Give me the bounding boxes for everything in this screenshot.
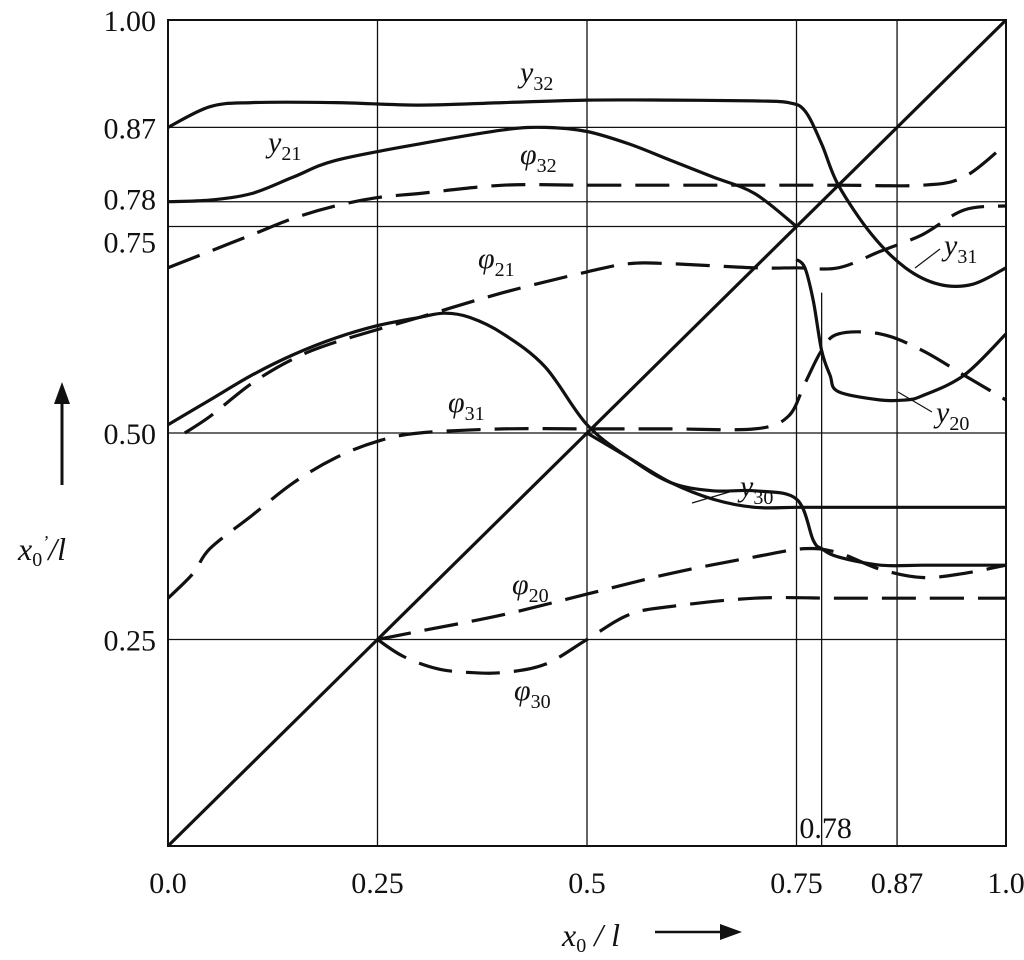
y-tick-label: 0.87 [104, 112, 157, 145]
series-line [377, 546, 1007, 642]
y-tick-label: 1.00 [104, 5, 157, 38]
series-label: y21 [265, 126, 301, 165]
y-axis-arrow-head [54, 382, 70, 404]
series-line [795, 258, 1008, 403]
y-axis-title: x0’/l [17, 531, 66, 571]
series-line [167, 142, 1008, 270]
y-tick-label: 0.25 [104, 625, 157, 658]
series-label: φ20 [512, 568, 549, 607]
series-line [586, 431, 1006, 510]
series-label: y30 [737, 470, 773, 509]
series-line [376, 595, 1006, 675]
y-axis-title-group: x0’/l [17, 382, 70, 571]
curve-labels: y32 y21 φ32 φ21 y31 y20 φ31 y30 φ20 φ30 [265, 56, 977, 713]
label-leader [897, 391, 933, 413]
series-label: y32 [517, 56, 553, 95]
y-tick-label: 0.78 [104, 184, 157, 217]
x-tick-label: 0.0 [149, 867, 187, 900]
label-leader [691, 489, 737, 504]
label-leader [914, 248, 941, 269]
x-tick-label: 0.25 [351, 867, 404, 900]
curves [166, 18, 1008, 848]
series-line [183, 204, 1007, 435]
series-line [167, 98, 1007, 288]
y-tick-label: 0.75 [104, 227, 157, 260]
series-label: y20 [933, 396, 969, 435]
series-line [167, 311, 1006, 568]
x-tick-label: 0.87 [871, 867, 924, 900]
series-label: φ30 [514, 674, 551, 713]
x-axis-arrow-head [720, 924, 742, 940]
annotation-label: 0.78 [799, 812, 852, 845]
x-tick-label: 0.75 [770, 867, 823, 900]
tick-labels: 0.0 0.25 0.5 0.75 0.87 1.0 1.00 0.87 0.78 0.75 0.5… [104, 5, 1024, 900]
series-label: φ21 [478, 242, 515, 281]
x-tick-label: 0.5 [568, 867, 606, 900]
x-axis-title: x0 / l [561, 917, 620, 957]
series-line [167, 125, 798, 228]
series-label: φ31 [448, 386, 485, 425]
grid-lines [167, 19, 1007, 847]
y-tick-label: 0.50 [104, 418, 157, 451]
series-line [166, 330, 1007, 600]
x-axis-title-group: x0 / l [561, 917, 742, 957]
series-label: φ32 [520, 138, 557, 177]
series-label: y31 [941, 229, 977, 268]
x-tick-label: 1.0 [987, 867, 1024, 900]
